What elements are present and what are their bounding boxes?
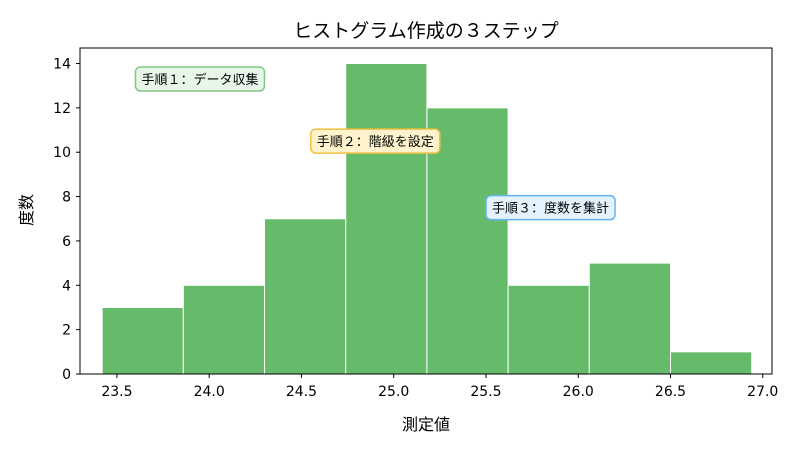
x-tick-label: 23.5: [101, 384, 132, 400]
histogram-bar: [507, 284, 590, 375]
y-tick-label: 6: [62, 234, 71, 250]
annotation-box: 手順３：度数を集計: [485, 194, 616, 221]
annotation-background: [485, 194, 616, 221]
histogram-bar: [345, 63, 428, 375]
histogram-bar: [101, 306, 184, 375]
y-tick-label: 8: [62, 190, 71, 206]
annotation-text: 手順１：データ収集: [141, 72, 258, 88]
y-tick-label: 4: [62, 278, 71, 294]
x-tick-label: 26.0: [563, 384, 594, 400]
histogram-bar: [182, 284, 266, 375]
annotation-box: 手順１：データ収集: [134, 66, 266, 92]
annotation-background: [309, 128, 441, 154]
y-tick-label: 12: [53, 101, 71, 117]
annotation-text: 手順３：度数を集計: [492, 201, 609, 217]
histogram-bar: [588, 262, 672, 375]
x-tick-label: 26.5: [655, 384, 686, 400]
y-axis-ticks: 0 2 4 6 8 10 12 14: [53, 57, 80, 383]
chart-title: ヒストグラム作成の３ステップ: [293, 20, 558, 42]
annotation-background: [134, 66, 266, 92]
y-axis-label: 度数: [17, 194, 36, 226]
x-tick-label: 24.0: [194, 384, 225, 400]
x-tick-label: 24.5: [286, 384, 317, 400]
histogram-bar: [426, 107, 509, 375]
bars-group: [101, 63, 753, 375]
histogram-bar: [264, 218, 347, 375]
y-tick-label: 0: [62, 367, 71, 383]
plot-frame: [79, 47, 773, 375]
annotation-box: 手順２：階級を設定: [309, 128, 441, 154]
y-tick-label: 14: [53, 57, 71, 73]
x-tick-label: 25.0: [378, 384, 409, 400]
y-tick-label: 2: [62, 323, 71, 339]
x-tick-label: 27.0: [747, 384, 778, 400]
y-tick-label: 10: [53, 145, 71, 161]
annotation-text: 手順２：階級を設定: [317, 134, 434, 150]
x-tick-label: 25.5: [470, 384, 501, 400]
x-axis-label: 測定値: [402, 415, 450, 434]
histogram-bar: [670, 351, 753, 375]
x-axis-ticks: 23.5 24.0 24.5 25.0 25.5 26.0 26.5 27.0: [101, 374, 778, 400]
